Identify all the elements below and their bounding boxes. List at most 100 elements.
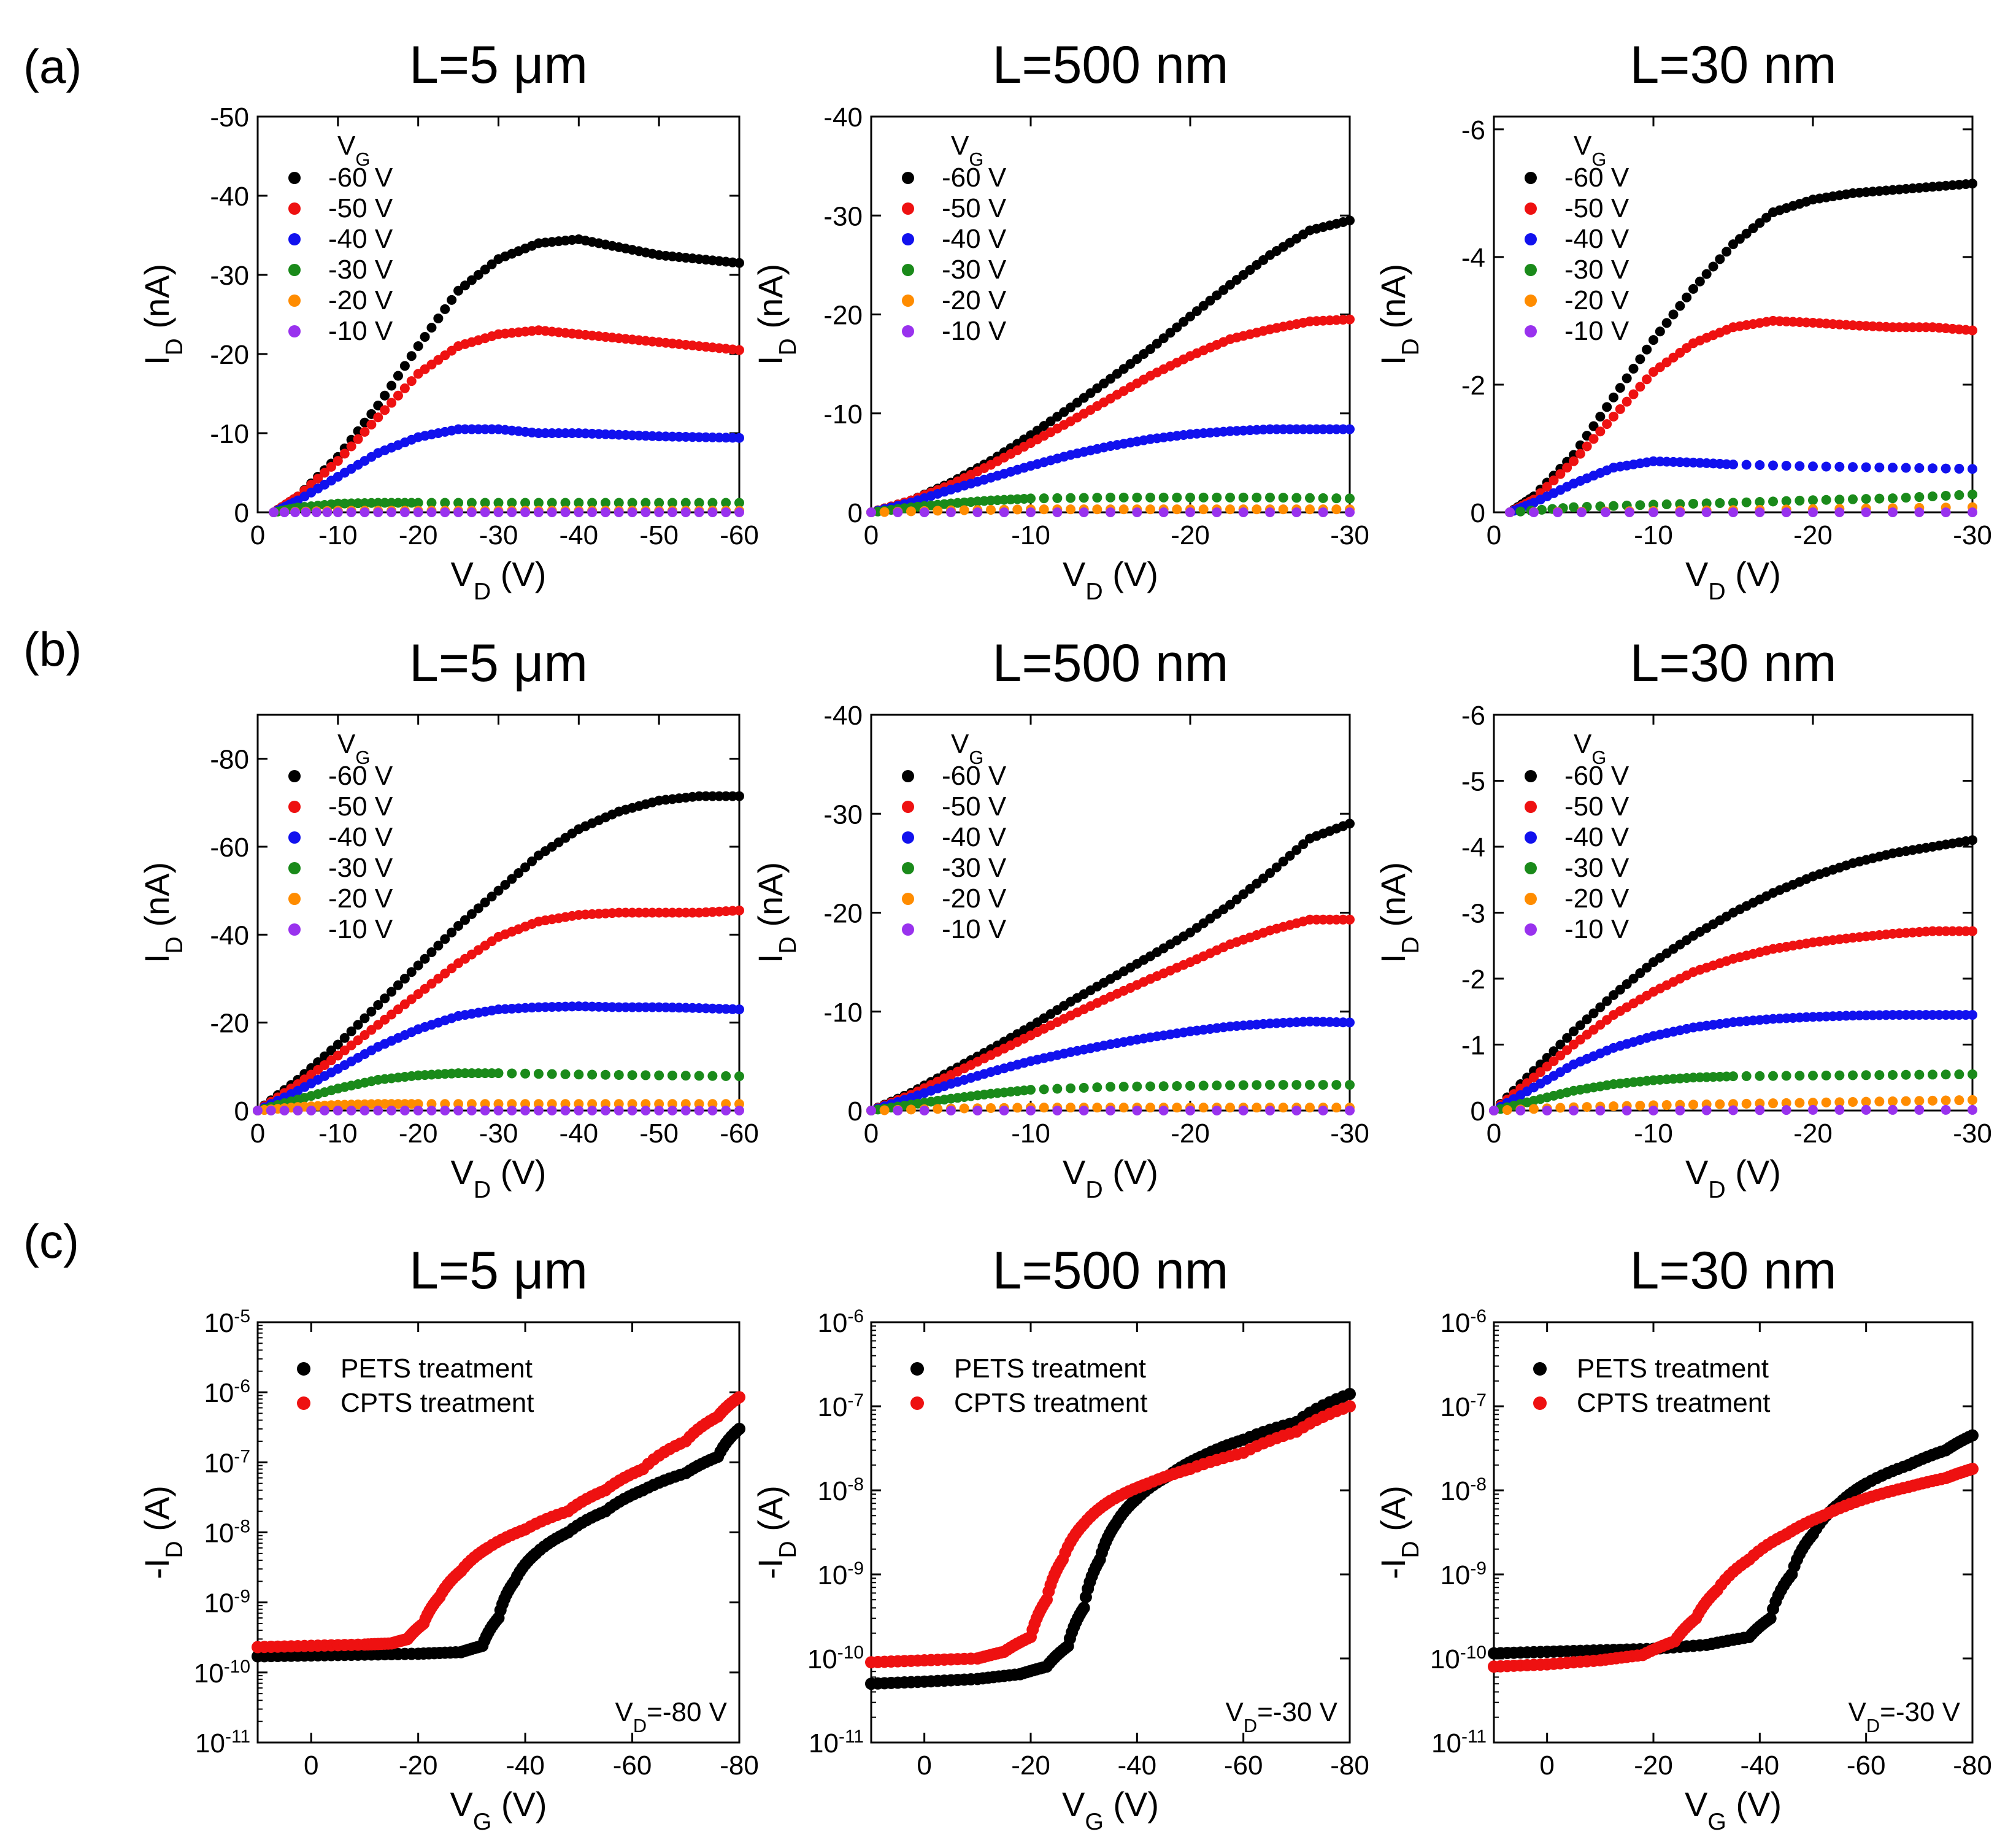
legend-entry: -50 V	[942, 193, 1007, 223]
data-point	[1575, 1020, 1585, 1031]
x-tick-label: -10	[1634, 1119, 1673, 1149]
x-axis-label: VD (V)	[451, 555, 547, 605]
data-point	[1595, 411, 1606, 422]
x-tick-label: -20	[1171, 520, 1210, 550]
data-point	[1741, 1071, 1752, 1081]
data-point	[1345, 493, 1355, 504]
data-point	[1278, 1103, 1288, 1113]
data-point	[1252, 1080, 1262, 1090]
y-axis-label: ID (nA)	[1374, 264, 1424, 365]
y-tick-label: 0	[848, 498, 863, 528]
x-tick-label: 0	[1487, 1119, 1501, 1149]
data-point	[1331, 1103, 1342, 1113]
legend-title-sub: G	[969, 747, 983, 768]
data-point	[487, 892, 497, 902]
x-tick-label: -50	[639, 1119, 679, 1149]
data-point	[1701, 1105, 1712, 1115]
legend-entry: -40 V	[942, 224, 1007, 254]
data-point	[1291, 1080, 1302, 1090]
y-tick-label: -2	[1461, 371, 1485, 401]
data-point	[641, 1106, 651, 1115]
legend-marker	[902, 233, 914, 245]
y-axis-label-main: I	[1374, 954, 1412, 964]
data-point	[1595, 1106, 1606, 1115]
data-point	[1238, 889, 1248, 899]
y-tick-label: 10-9	[817, 1558, 864, 1591]
data-point	[1265, 1106, 1275, 1115]
data-point	[507, 1106, 517, 1115]
data-point	[1595, 1002, 1606, 1012]
x-axis-label-sub: D	[1085, 579, 1102, 605]
data-point	[1529, 507, 1539, 517]
x-axis-label-rest: (V)	[491, 1153, 546, 1192]
data-point	[487, 259, 497, 269]
data-point	[473, 270, 483, 280]
y-tick-base: 10	[204, 1308, 234, 1338]
legend-marker	[902, 264, 914, 276]
chart-title: L=500 nm	[993, 36, 1229, 94]
data-point	[1252, 879, 1262, 889]
data-point	[1861, 1070, 1871, 1080]
data-point	[1755, 460, 1765, 471]
data-point	[574, 1069, 584, 1080]
data-point	[413, 507, 423, 517]
data-point	[1701, 498, 1712, 509]
x-tick-label: -50	[639, 520, 679, 550]
y-tick-label: 0	[234, 1096, 249, 1126]
data-point	[667, 1106, 677, 1115]
legend-title-main: V	[1574, 131, 1592, 161]
y-tick-label: -30	[210, 261, 249, 291]
y-tick-label: 10-11	[195, 1727, 250, 1759]
data-point	[1291, 845, 1302, 855]
x-axis-label-rest: (V)	[1104, 1785, 1159, 1824]
y-tick-label: 10-11	[809, 1727, 864, 1759]
y-tick-base: 10	[204, 1589, 234, 1619]
annotation-rest: =-80 V	[647, 1697, 728, 1727]
data-point	[493, 1068, 504, 1079]
data-point	[1675, 301, 1685, 311]
data-point	[734, 1071, 744, 1082]
data-point	[1968, 489, 1977, 499]
data-point	[380, 1014, 390, 1025]
x-tick-label: 0	[304, 1750, 318, 1781]
y-tick-base: 10	[204, 1378, 234, 1408]
data-point	[360, 1013, 370, 1023]
legend-marker	[910, 1396, 924, 1410]
data-point	[433, 313, 444, 323]
x-tick-label: 0	[250, 520, 265, 550]
data-point	[1212, 1106, 1222, 1115]
legend-entry: -10 V	[942, 914, 1007, 944]
data-point	[1968, 325, 1977, 336]
y-axis-label: ID (nA)	[751, 862, 801, 963]
data-point	[1728, 1071, 1738, 1082]
series-50-v	[1505, 315, 1977, 517]
data-point	[1968, 179, 1977, 189]
x-tick-label: -20	[399, 1119, 438, 1149]
data-point	[1688, 498, 1698, 509]
x-axis-label-sub: G	[1707, 1809, 1726, 1835]
data-point	[1781, 461, 1791, 471]
y-tick-label: -1	[1461, 1031, 1485, 1061]
data-point	[1609, 501, 1618, 511]
x-axis-label: VG (V)	[1685, 1785, 1782, 1835]
data-point	[866, 1106, 876, 1115]
data-point	[1052, 507, 1063, 517]
data-point	[1715, 254, 1725, 264]
y-axis-label: ID (nA)	[1374, 862, 1424, 963]
data-point	[1345, 215, 1355, 226]
data-point	[1077, 1601, 1090, 1614]
chart-a-1: L=5 μm 0 -10 -20 -30 -40 -50 -60 0 -10 -20 -30 -40 -5…	[137, 36, 759, 605]
annotation-main: V	[1849, 1697, 1867, 1727]
data-point	[1781, 1105, 1791, 1115]
data-point	[1968, 1010, 1977, 1020]
data-point	[1118, 504, 1129, 515]
data-point	[447, 963, 457, 974]
annotation-sub: D	[1244, 1715, 1257, 1736]
data-point	[734, 1004, 744, 1015]
data-point	[1928, 1095, 1937, 1106]
data-point	[1609, 990, 1618, 1000]
data-point	[1622, 373, 1632, 383]
y-tick-exponent: -7	[1470, 1390, 1487, 1411]
data-point	[999, 1106, 1009, 1115]
legend-marker	[288, 893, 301, 905]
